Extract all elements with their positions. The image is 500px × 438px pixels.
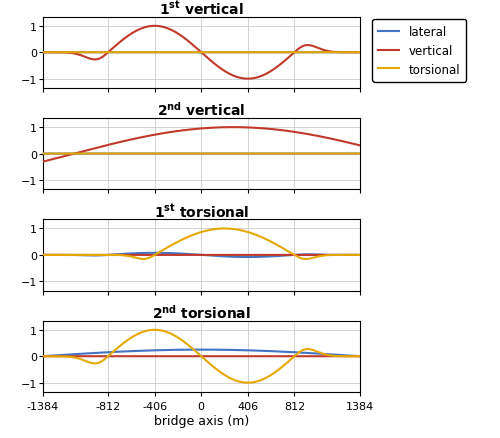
Title: $\bf{2}^{\bf{nd}}$ $\bf{vertical}$: $\bf{2}^{\bf{nd}}$ $\bf{vertical}$: [157, 101, 246, 119]
X-axis label: bridge axis (m): bridge axis (m): [154, 414, 249, 427]
Title: $\bf{1}^{\bf{st}}$ $\bf{vertical}$: $\bf{1}^{\bf{st}}$ $\bf{vertical}$: [159, 0, 244, 18]
Legend: lateral, vertical, torsional: lateral, vertical, torsional: [372, 20, 466, 82]
Title: $\bf{2}^{\bf{nd}}$ $\bf{torsional}$: $\bf{2}^{\bf{nd}}$ $\bf{torsional}$: [152, 303, 250, 321]
Title: $\bf{1}^{\bf{st}}$ $\bf{torsional}$: $\bf{1}^{\bf{st}}$ $\bf{torsional}$: [154, 202, 249, 220]
